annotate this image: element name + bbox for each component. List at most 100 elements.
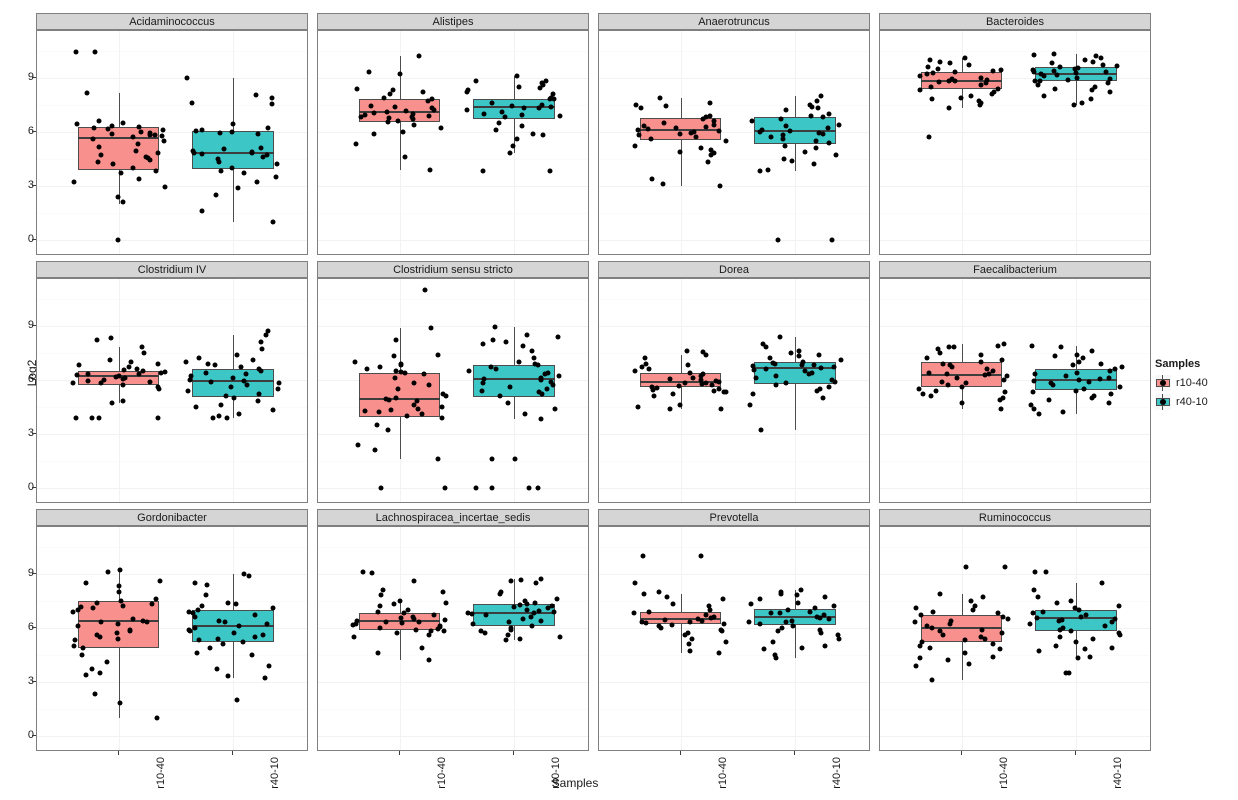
data-point xyxy=(98,619,104,624)
data-point xyxy=(431,107,437,113)
data-point xyxy=(699,618,705,624)
data-point xyxy=(113,374,119,380)
data-point xyxy=(540,82,546,88)
data-point xyxy=(631,610,637,616)
data-point xyxy=(244,382,250,388)
data-point xyxy=(718,406,724,412)
data-point xyxy=(392,104,398,110)
data-point xyxy=(507,384,513,390)
data-point xyxy=(721,389,727,395)
legend-key-icon xyxy=(1155,394,1171,410)
data-point xyxy=(1090,636,1096,642)
data-point xyxy=(483,612,489,618)
data-point xyxy=(949,76,955,82)
data-point xyxy=(966,62,972,68)
data-point xyxy=(435,626,441,632)
data-point xyxy=(260,632,266,638)
data-point xyxy=(517,602,523,608)
data-point xyxy=(705,159,711,165)
data-point xyxy=(377,603,383,609)
data-point xyxy=(838,357,844,363)
x-tick-label: r10-40 xyxy=(435,757,448,789)
data-point xyxy=(812,605,818,611)
data-point xyxy=(979,627,985,633)
y-tick-label: 6 xyxy=(27,620,34,633)
x-tick-mark xyxy=(680,751,681,755)
data-point xyxy=(358,114,364,119)
data-point xyxy=(489,456,495,462)
data-point xyxy=(1103,69,1109,74)
grid-line-major xyxy=(37,682,307,683)
data-point xyxy=(761,646,766,651)
data-point xyxy=(1002,389,1008,395)
data-point xyxy=(158,370,164,376)
median-line xyxy=(754,367,836,370)
grid-line-vertical xyxy=(1076,31,1077,254)
data-point xyxy=(775,628,781,634)
data-point xyxy=(1090,59,1096,65)
data-point xyxy=(937,59,943,65)
data-point xyxy=(916,386,922,392)
data-point xyxy=(109,123,115,129)
data-point xyxy=(968,598,974,604)
data-point xyxy=(639,364,645,370)
legend-item[interactable]: r10-40 xyxy=(1155,375,1235,391)
grid-line-minor xyxy=(880,299,1150,300)
data-point xyxy=(1057,634,1063,640)
data-point xyxy=(749,118,755,124)
data-point xyxy=(213,192,219,198)
data-point xyxy=(255,398,261,404)
data-point xyxy=(814,388,820,394)
data-point xyxy=(73,49,79,55)
data-point xyxy=(796,348,802,354)
data-point xyxy=(1054,600,1060,606)
data-point xyxy=(229,165,235,171)
data-point xyxy=(790,623,796,629)
data-point xyxy=(825,125,831,131)
data-point xyxy=(817,615,823,621)
data-point xyxy=(225,673,231,679)
median-line xyxy=(192,152,274,155)
data-point xyxy=(194,650,200,656)
data-point xyxy=(136,124,142,130)
data-point xyxy=(751,367,757,373)
data-point xyxy=(528,614,534,620)
data-point xyxy=(1082,57,1088,63)
grid-line-minor xyxy=(37,407,307,408)
data-point xyxy=(94,337,100,343)
data-point xyxy=(110,161,116,167)
data-point xyxy=(770,360,776,366)
data-point xyxy=(384,109,390,115)
data-point xyxy=(520,343,526,349)
data-point xyxy=(748,601,754,607)
data-point xyxy=(394,630,400,636)
data-point xyxy=(118,170,124,176)
data-point xyxy=(799,645,805,651)
data-point xyxy=(531,355,537,361)
data-point xyxy=(698,553,704,559)
data-point xyxy=(1080,355,1086,361)
data-point xyxy=(1040,609,1046,615)
data-point xyxy=(928,84,934,90)
data-point xyxy=(410,116,416,122)
data-point xyxy=(548,104,554,110)
data-point xyxy=(243,371,249,377)
data-point xyxy=(773,655,779,661)
data-point xyxy=(948,618,954,624)
data-point xyxy=(649,176,655,182)
data-point xyxy=(554,596,560,602)
data-point xyxy=(708,615,714,621)
data-point xyxy=(836,122,842,128)
data-point xyxy=(411,578,417,584)
data-point xyxy=(768,134,774,140)
data-point xyxy=(516,359,522,365)
data-point xyxy=(431,612,437,618)
data-point xyxy=(354,86,360,92)
data-point xyxy=(945,382,951,388)
data-point xyxy=(822,643,828,649)
data-point xyxy=(775,237,781,243)
legend-item[interactable]: r40-10 xyxy=(1155,394,1235,410)
data-point xyxy=(229,129,235,135)
data-point xyxy=(673,125,679,131)
data-point xyxy=(517,636,523,642)
